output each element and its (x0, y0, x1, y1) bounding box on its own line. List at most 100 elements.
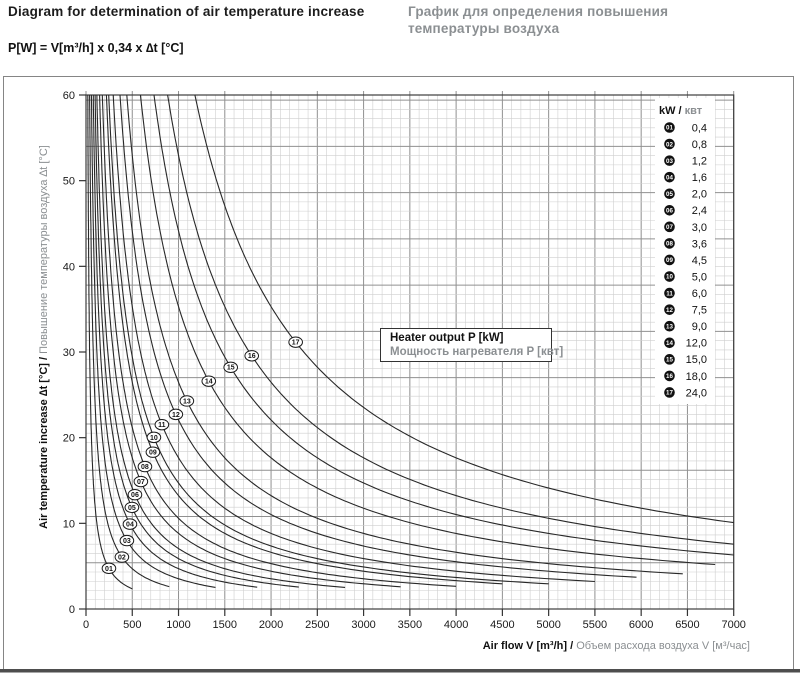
legend-item-15: 15 15,0 (664, 354, 707, 366)
svg-text:05: 05 (666, 191, 673, 198)
svg-text:01: 01 (666, 125, 673, 132)
legend-value-13: 9,0 (692, 321, 707, 333)
x-axis-label: Air flow V [m³/h] / Объем расхода воздух… (483, 640, 750, 652)
svg-text:09: 09 (149, 450, 157, 457)
legend-marker-07 (664, 221, 675, 233)
curve-label-06: 06 (127, 488, 143, 501)
legend-header: kW / квт (659, 105, 703, 117)
x-tick-label: 3000 (351, 619, 375, 631)
curve-label-03: 03 (119, 534, 135, 547)
legend-item-11: 11 6,0 (664, 287, 707, 300)
curve-label-12: 12 (168, 408, 184, 421)
svg-text:14: 14 (666, 340, 673, 347)
legend-marker-11 (664, 287, 675, 299)
svg-text:08: 08 (666, 241, 673, 248)
svg-text:02: 02 (118, 554, 126, 561)
legend-marker-04 (664, 171, 675, 183)
x-tick-label: 5500 (583, 619, 607, 631)
legend-value-01: 0,4 (692, 122, 707, 134)
curve-11 (112, 94, 595, 583)
svg-text:06: 06 (131, 492, 139, 499)
legend-marker-14 (664, 337, 675, 349)
curve-02 (89, 94, 170, 588)
legend-header-ru: квт (685, 105, 703, 117)
curve-16 (167, 94, 734, 545)
page-title-english: Diagram for determination of air tempera… (8, 4, 365, 19)
curve-label-01: 01 (101, 562, 117, 575)
svg-text:11: 11 (666, 290, 673, 297)
curve-08 (101, 94, 457, 587)
heater-output-label-ru: Мощность нагревателя P [квт] (390, 346, 563, 358)
svg-text:15: 15 (666, 357, 673, 364)
y-tick-label: 0 (69, 604, 75, 616)
legend-item-16: 16 18,0 (664, 370, 707, 383)
svg-text:03: 03 (123, 538, 131, 545)
legend-marker-01 (664, 122, 675, 133)
svg-text:17: 17 (666, 390, 673, 397)
y-tick-label: 10 (63, 518, 75, 530)
legend-value-08: 3,6 (692, 238, 707, 250)
legend-marker-15 (664, 354, 675, 365)
legend-value-03: 1,2 (692, 156, 707, 168)
legend-background (655, 98, 715, 404)
curve-15 (153, 94, 734, 556)
svg-text:04: 04 (126, 522, 134, 529)
curve-06 (96, 94, 346, 588)
curve-label-13: 13 (179, 395, 195, 407)
svg-text:12: 12 (666, 307, 673, 314)
x-tick-label: 4000 (444, 619, 468, 631)
svg-text:01: 01 (105, 566, 113, 573)
x-tick-label: 2000 (259, 619, 283, 631)
curve-07 (99, 94, 401, 588)
curve-label-05: 05 (124, 501, 140, 514)
x-tick-label: 6000 (629, 619, 653, 631)
legend-item-04: 04 1,6 (664, 171, 707, 184)
formula-text: P[W] = V[m³/h] x 0,34 x ∆t [°C] (8, 41, 184, 55)
legend-value-04: 1,6 (692, 172, 707, 184)
y-tick-label: 30 (63, 347, 75, 359)
curve-label-14: 14 (201, 375, 217, 387)
legend-value-15: 15,0 (686, 354, 707, 366)
x-tick-label: 4500 (490, 619, 514, 631)
legend-item-05: 05 2,0 (664, 188, 707, 201)
bottom-divider (0, 669, 800, 673)
legend-item-06: 06 2,4 (664, 205, 707, 217)
legend-value-14: 12,0 (686, 338, 707, 350)
legend-value-16: 18,0 (686, 371, 707, 383)
heater-output-box: Heater output P [kW] Мощность нагревателя… (380, 328, 563, 362)
curves (87, 94, 734, 590)
x-tick-label: 500 (123, 619, 141, 631)
legend-value-02: 0,8 (692, 139, 707, 151)
legend-value-09: 4,5 (692, 255, 707, 267)
legend-value-06: 2,4 (692, 205, 707, 217)
curve-label-02: 02 (114, 551, 130, 563)
legend-value-17: 24,0 (686, 387, 707, 399)
legend-item-02: 02 0,8 (664, 138, 707, 151)
x-axis-label-en: Air flow V [m³/h] (483, 640, 568, 652)
curve-label-10: 10 (146, 431, 162, 444)
svg-text:02: 02 (666, 141, 673, 148)
x-tick-label: 0 (83, 619, 89, 631)
curve-label-17: 17 (288, 336, 303, 348)
svg-text:03: 03 (666, 158, 673, 165)
legend-value-11: 6,0 (692, 288, 707, 300)
legend-marker-16 (664, 370, 675, 382)
legend-item-01: 01 0,4 (664, 122, 707, 134)
legend-item-09: 09 4,5 (664, 254, 707, 267)
svg-text:16: 16 (666, 373, 673, 380)
svg-text:15: 15 (227, 365, 235, 372)
curve-01 (87, 94, 133, 590)
curve-label-11: 11 (154, 418, 170, 431)
svg-text:04: 04 (666, 174, 673, 181)
svg-text:13: 13 (666, 323, 673, 330)
legend-value-05: 2,0 (692, 189, 707, 201)
svg-text:13: 13 (183, 398, 191, 405)
curve-10 (108, 94, 549, 585)
legend-marker-06 (664, 205, 675, 216)
curve-04 (92, 94, 258, 588)
y-axis-label-en: Air temperature increase ∆t [°C] (38, 363, 50, 529)
axis-ticks: 0 500 1000 1500 2000 2500 3000 3500 4000 4500 5000… (63, 90, 746, 631)
legend-item-13: 13 9,0 (664, 320, 707, 333)
legend-value-10: 5,0 (692, 271, 707, 283)
